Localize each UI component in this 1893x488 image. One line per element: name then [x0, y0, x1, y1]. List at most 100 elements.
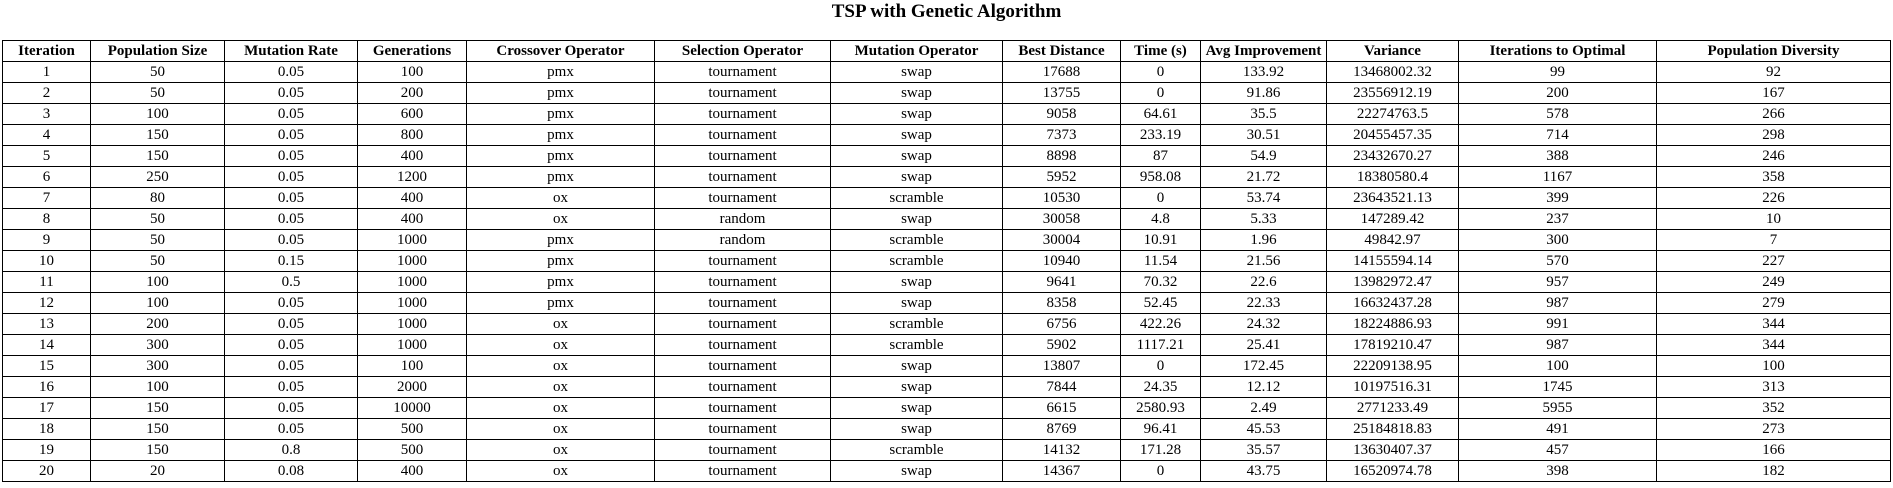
table-cell: 20	[90, 460, 225, 482]
table-cell: swap	[830, 82, 1003, 104]
table-cell: 991	[1458, 313, 1657, 335]
table-cell: 5902	[1002, 334, 1121, 356]
table-cell: 17	[2, 397, 91, 419]
table-cell: 20	[2, 460, 91, 482]
column-header: Avg Improvement	[1200, 40, 1327, 62]
table-cell: 300	[90, 334, 225, 356]
table-row: 3 100 0.05 600 pmx tournament swap 9058 64.61 35.…	[2, 103, 1891, 125]
table-cell: tournament	[654, 334, 831, 356]
table-cell: ox	[466, 376, 655, 398]
table-cell: 50	[90, 250, 225, 272]
table-cell: 237	[1458, 208, 1657, 230]
table-cell: 30004	[1002, 229, 1121, 251]
table-row: 7 80 0.05 400 ox tournament scramble 10530 0 53.7…	[2, 187, 1891, 209]
table-cell: 1000	[357, 334, 467, 356]
table-cell: 6615	[1002, 397, 1121, 419]
table-cell: 11.54	[1120, 250, 1201, 272]
table-cell: 10940	[1002, 250, 1121, 272]
table-cell: swap	[830, 145, 1003, 167]
table-cell: 0	[1120, 82, 1201, 104]
table-cell: 0.05	[224, 418, 358, 440]
table-cell: scramble	[830, 187, 1003, 209]
column-header: Population Diversity	[1656, 40, 1891, 62]
table-cell: 0.05	[224, 61, 358, 83]
table-cell: 0.05	[224, 187, 358, 209]
table-cell: tournament	[654, 397, 831, 419]
table-cell: 1000	[357, 292, 467, 314]
table-cell: 13630407.37	[1326, 439, 1459, 461]
table-cell: 300	[90, 355, 225, 377]
table-cell: 14	[2, 334, 91, 356]
table-cell: 8898	[1002, 145, 1121, 167]
table-cell: 358	[1656, 166, 1891, 188]
table-cell: 570	[1458, 250, 1657, 272]
table-cell: 388	[1458, 145, 1657, 167]
table-cell: tournament	[654, 103, 831, 125]
table-cell: 398	[1458, 460, 1657, 482]
table-row: 9 50 0.05 1000 pmx random scramble 30004 10.91 1.…	[2, 229, 1891, 251]
table-row: 5 150 0.05 400 pmx tournament swap 8898 87 54.9 23…	[2, 145, 1891, 167]
table-cell: 166	[1656, 439, 1891, 461]
table-cell: 13807	[1002, 355, 1121, 377]
table-cell: 578	[1458, 103, 1657, 125]
table-cell: 9	[2, 229, 91, 251]
table-cell: 1745	[1458, 376, 1657, 398]
table-cell: tournament	[654, 271, 831, 293]
table-cell: 171.28	[1120, 439, 1201, 461]
table-cell: 344	[1656, 334, 1891, 356]
table-cell: 1000	[357, 271, 467, 293]
table-cell: pmx	[466, 61, 655, 83]
column-header: Variance	[1326, 40, 1459, 62]
table-cell: 23432670.27	[1326, 145, 1459, 167]
table-cell: tournament	[654, 124, 831, 146]
table-cell: 35.5	[1200, 103, 1327, 125]
table-cell: 298	[1656, 124, 1891, 146]
table-cell: 400	[357, 460, 467, 482]
table-cell: swap	[830, 103, 1003, 125]
table-cell: 0.05	[224, 355, 358, 377]
table-row: 13 200 0.05 1000 ox tournament scramble 6756 422…	[2, 313, 1891, 335]
table-cell: 600	[357, 103, 467, 125]
table-cell: 0.05	[224, 166, 358, 188]
table-cell: 400	[357, 145, 467, 167]
table-cell: pmx	[466, 292, 655, 314]
table-cell: 24.32	[1200, 313, 1327, 335]
table-cell: tournament	[654, 187, 831, 209]
table-cell: 200	[1458, 82, 1657, 104]
table-cell: tournament	[654, 313, 831, 335]
table-cell: ox	[466, 397, 655, 419]
column-header: Iteration	[2, 40, 91, 62]
table-cell: 30.51	[1200, 124, 1327, 146]
table-cell: 20455457.35	[1326, 124, 1459, 146]
table-cell: scramble	[830, 313, 1003, 335]
table-cell: random	[654, 229, 831, 251]
table-cell: 50	[90, 82, 225, 104]
table-cell: 150	[90, 124, 225, 146]
table-cell: tournament	[654, 145, 831, 167]
column-header: Best Distance	[1002, 40, 1121, 62]
table-cell: 0	[1120, 187, 1201, 209]
table-cell: 150	[90, 145, 225, 167]
table-cell: 422.26	[1120, 313, 1201, 335]
column-header: Population Size	[90, 40, 225, 62]
table-cell: swap	[830, 208, 1003, 230]
table-cell: 5	[2, 145, 91, 167]
table-cell: 2771233.49	[1326, 397, 1459, 419]
page-title: TSP with Genetic Algorithm	[831, 1, 1062, 22]
table-cell: 10.91	[1120, 229, 1201, 251]
table-row: 2 50 0.05 200 pmx tournament swap 13755 0 91.86 23…	[2, 82, 1891, 104]
table-cell: 10	[1656, 208, 1891, 230]
table-header: Iteration Population Size Mutation Rate Gen…	[2, 40, 1891, 62]
table-cell: 99	[1458, 61, 1657, 83]
table-cell: 3	[2, 103, 91, 125]
column-header: Selection Operator	[654, 40, 831, 62]
table-cell: 227	[1656, 250, 1891, 272]
table-body: 1 50 0.05 100 pmx tournament swap 17688 0 133.92 1…	[2, 61, 1891, 482]
table-cell: 8769	[1002, 418, 1121, 440]
table-cell: 5.33	[1200, 208, 1327, 230]
column-header: Mutation Operator	[830, 40, 1003, 62]
table-cell: 96.41	[1120, 418, 1201, 440]
table-cell: pmx	[466, 166, 655, 188]
table-cell: 21.56	[1200, 250, 1327, 272]
table-row: 15 300 0.05 100 ox tournament swap 13807 0 172.45…	[2, 355, 1891, 377]
